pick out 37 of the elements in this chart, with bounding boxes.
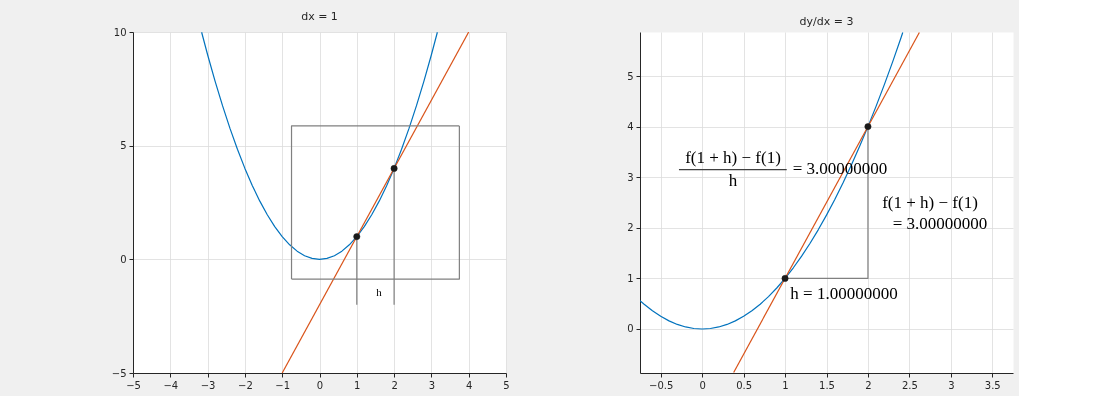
y-tick-label: 4 bbox=[627, 121, 634, 133]
x-tick-label: 2 bbox=[391, 379, 398, 391]
x-tick-label: 3.5 bbox=[984, 379, 1001, 391]
x-tick-label: 5 bbox=[503, 379, 510, 391]
x-tick-label: 1.5 bbox=[819, 379, 835, 391]
x-tick-label: 2 bbox=[865, 379, 872, 391]
y-tick-label: −5 bbox=[111, 367, 127, 379]
x-tick-label: −4 bbox=[163, 379, 179, 391]
x-tick-label: 0.5 bbox=[736, 379, 753, 391]
x-tick-label: 1 bbox=[354, 379, 361, 391]
annotation: f(1 + h) − f(1) bbox=[882, 193, 978, 212]
y-tick-label: 0 bbox=[120, 253, 127, 265]
annotation: h bbox=[728, 171, 738, 190]
x-tick-label: −2 bbox=[238, 379, 253, 391]
x-tick-label: 3 bbox=[428, 379, 436, 391]
x-tick-label: −1 bbox=[275, 379, 291, 391]
x-tick-label: −0.5 bbox=[649, 379, 674, 391]
x-tick-label: 2.5 bbox=[901, 379, 918, 391]
y-tick-label: 5 bbox=[627, 70, 634, 82]
x-tick-label: 0 bbox=[699, 379, 706, 391]
y-tick-label: 5 bbox=[120, 140, 127, 152]
y-tick-label: 0 bbox=[627, 323, 634, 335]
x-tick-label: 4 bbox=[466, 379, 473, 391]
annotation: = 3.00000000 bbox=[892, 214, 988, 233]
chart-title: dy/dx = 3 bbox=[799, 15, 854, 28]
y-tick-label: 2 bbox=[627, 222, 634, 234]
x-tick-label: −3 bbox=[200, 379, 216, 391]
annotation: f(1 + h) − f(1) bbox=[685, 148, 781, 167]
y-tick-label: 1 bbox=[627, 272, 634, 284]
chart-title: dx = 1 bbox=[301, 10, 338, 23]
annotation: h = 1.00000000 bbox=[790, 284, 898, 303]
x-tick-label: 0 bbox=[316, 379, 324, 391]
x-tick-label: 3 bbox=[948, 379, 955, 391]
annotation: h bbox=[376, 286, 383, 298]
x-tick-label: 1 bbox=[782, 379, 789, 391]
y-tick-label: 10 bbox=[113, 26, 127, 38]
y-tick-label: 3 bbox=[627, 171, 634, 183]
